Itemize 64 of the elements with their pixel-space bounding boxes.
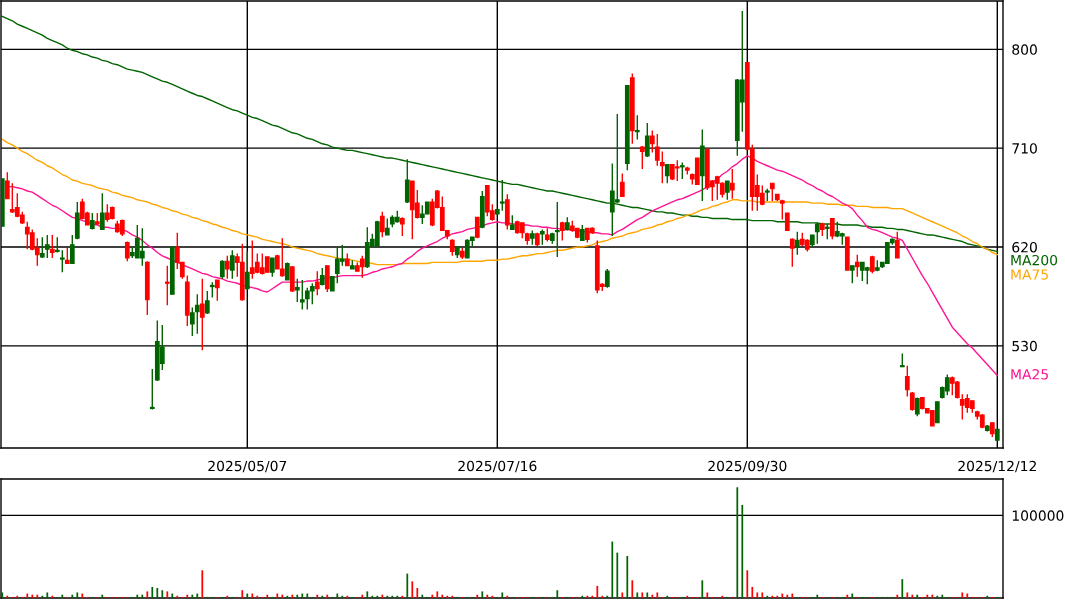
x-tick-label: 2025/12/12: [958, 460, 1036, 473]
candlestick: [139, 227, 145, 267]
candlestick: [294, 278, 300, 303]
candlestick: [69, 234, 75, 265]
candlestick: [199, 278, 205, 351]
y-tick-label: 620: [1012, 241, 1037, 253]
candlestick: [654, 133, 660, 167]
candlestick: [4, 171, 10, 200]
candlestick: [229, 249, 235, 280]
candlestick: [214, 279, 220, 302]
candlestick: [904, 364, 910, 398]
candlestick: [269, 257, 275, 278]
y-tick-label: 530: [1012, 340, 1037, 352]
candlestick: [309, 282, 315, 305]
x-tick-label: 2025/05/07: [208, 460, 287, 473]
candlestick: [379, 211, 385, 238]
candlestick: [934, 401, 940, 424]
candlestick: [674, 159, 680, 182]
candlestick: [59, 249, 65, 273]
series-label: MA75: [1011, 269, 1048, 280]
x-tick-label: 2025/07/16: [458, 460, 537, 473]
candlestick: [279, 237, 285, 278]
candlestick: [499, 179, 505, 212]
line-series: [1, 15, 998, 253]
candlestick: [649, 129, 655, 154]
candlestick: [729, 168, 735, 200]
candlestick: [794, 230, 800, 256]
candlestick: [789, 237, 795, 268]
candlestick: [404, 158, 410, 204]
candlestick: [44, 234, 50, 259]
candlestick: [149, 368, 155, 411]
candlestick: [194, 293, 200, 335]
candlestick: [619, 172, 625, 198]
candlestick: [854, 254, 860, 278]
y-tick-label: 100000: [1012, 510, 1064, 521]
y-tick-label: 710: [1012, 143, 1037, 154]
candlestick: [664, 163, 670, 185]
candlestick: [189, 306, 195, 337]
candlestick: [554, 201, 560, 258]
candlestick: [634, 114, 640, 141]
x-tick-label: 2025/09/30: [708, 460, 787, 473]
candlestick: [724, 180, 730, 201]
candlestick: [659, 150, 665, 185]
candlestick: [399, 216, 405, 237]
candlestick: [814, 222, 820, 245]
candlestick: [914, 396, 920, 417]
candlestick: [894, 230, 900, 259]
candlestick: [604, 268, 610, 289]
series-label: MA25: [1011, 369, 1048, 380]
candlestick: [299, 279, 305, 311]
candlestick: [224, 255, 230, 280]
candlestick: [164, 264, 170, 306]
candlestick: [219, 259, 225, 280]
candlestick: [99, 192, 105, 231]
y-tick-label: 800: [1012, 44, 1037, 55]
candlestick: [49, 234, 55, 259]
series-label: MA200: [1011, 254, 1058, 266]
candlestick: [314, 270, 320, 297]
candlestick: [944, 373, 950, 396]
candlestick: [244, 250, 250, 291]
candlestick: [829, 217, 835, 241]
candlestick: [359, 255, 365, 279]
candlestick: [324, 264, 330, 293]
candlestick: [644, 122, 650, 158]
